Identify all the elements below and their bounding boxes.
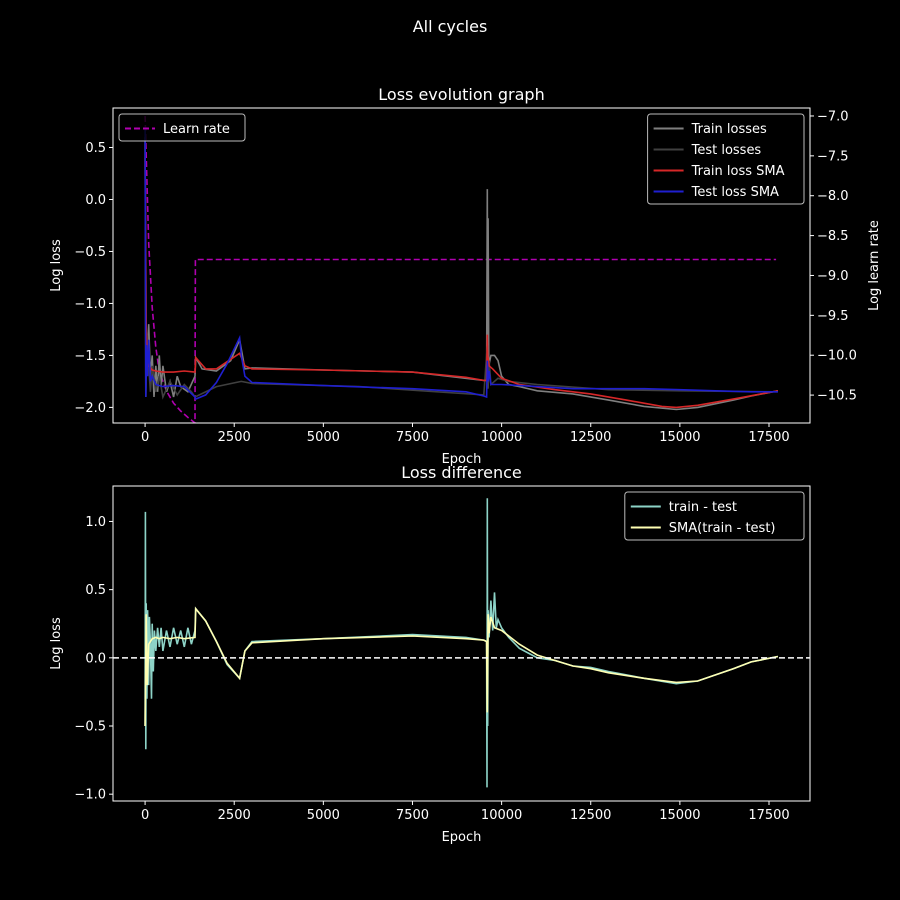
axes-frame <box>112 485 811 802</box>
x-axis-label: Epoch <box>442 452 482 467</box>
series-line-learn-rate <box>144 115 777 423</box>
legend-label: Train loss SMA <box>691 164 785 179</box>
legend-upper-right: train - test SMA(train - test) <box>624 491 805 541</box>
x-axis-label: Epoch <box>442 830 482 845</box>
chart-title: Loss difference <box>401 463 522 482</box>
legend-upper-left: Learn rate <box>118 113 246 142</box>
y-tick-label: −1.0 <box>74 297 106 312</box>
legend-label: SMA(train - test) <box>669 521 776 536</box>
legend-label: Test losses <box>691 143 762 158</box>
y-tick-label: 1.0 <box>85 515 106 530</box>
x-tick-label: 17500 <box>748 430 789 445</box>
y-tick-label: −1.5 <box>74 349 106 364</box>
legend-box <box>118 113 246 142</box>
chart-title: Loss evolution graph <box>378 85 544 104</box>
y-right-tick-label: −8.5 <box>817 229 849 244</box>
y-axis-label: Log loss <box>49 239 64 292</box>
y-tick-label: 0.5 <box>85 141 106 156</box>
x-tick-label: 5000 <box>307 808 340 823</box>
series-group <box>144 498 779 788</box>
x-tick-label: 5000 <box>307 430 340 445</box>
legend-upper-right: Train losses Test losses Train loss SMA Tes… <box>647 113 805 205</box>
x-tick-label: 12500 <box>570 808 611 823</box>
y-tick-label: −0.5 <box>74 720 106 735</box>
series-line-sma-train-test <box>144 606 779 727</box>
y-right-tick-label: −7.0 <box>817 109 849 124</box>
y-axis-label: Log loss <box>49 617 64 670</box>
figure-title: All cycles <box>413 17 488 36</box>
y-tick-label: −0.5 <box>74 245 106 260</box>
x-tick-label: 0 <box>141 430 149 445</box>
legend-label: Test loss SMA <box>691 185 779 200</box>
y-right-tick-label: −10.0 <box>817 349 857 364</box>
x-tick-label: 2500 <box>218 430 251 445</box>
x-tick-label: 17500 <box>748 808 789 823</box>
x-tick-label: 15000 <box>659 430 700 445</box>
x-tick-label: 10000 <box>481 430 522 445</box>
x-tick-label: 15000 <box>659 808 700 823</box>
loss-difference-chart: Loss difference 0 2500 5000 7500 10000 12500 15… <box>49 463 811 845</box>
series-line-train-loss-sma <box>144 157 779 409</box>
y-tick-label: 0.5 <box>85 583 106 598</box>
series-group <box>144 115 779 423</box>
legend-label: train - test <box>669 500 737 515</box>
y-right-tick-label: −7.5 <box>817 149 849 164</box>
y-tick-label: 0.0 <box>85 651 106 666</box>
series-line-test-losses <box>144 137 778 400</box>
x-tick-label: 12500 <box>570 430 611 445</box>
series-line-train-losses <box>144 137 779 411</box>
y-tick-label: −2.0 <box>74 401 106 416</box>
y-right-tick-label: −9.0 <box>817 269 849 284</box>
x-tick-label: 0 <box>141 808 149 823</box>
x-tick-label: 7500 <box>396 430 429 445</box>
series-line-test-loss-sma <box>144 126 778 401</box>
y-tick-label: 0.0 <box>85 193 106 208</box>
legend-box <box>624 491 805 541</box>
y-right-axis-label: Log learn rate <box>867 220 882 311</box>
legend-label: Train losses <box>691 122 767 137</box>
y-tick-label: −1.0 <box>74 788 106 803</box>
y-right-tick-label: −10.5 <box>817 389 857 404</box>
y-right-tick-label: −8.0 <box>817 189 849 204</box>
x-tick-label: 10000 <box>481 808 522 823</box>
loss-evolution-chart: Loss evolution graph 0 2500 5000 7500 10000 12… <box>49 85 882 467</box>
y-right-tick-label: −9.5 <box>817 309 849 324</box>
axes-frame <box>112 107 811 424</box>
legend-label: Learn rate <box>163 122 230 137</box>
x-tick-label: 7500 <box>396 808 429 823</box>
x-tick-label: 2500 <box>218 808 251 823</box>
legend-box <box>647 113 805 205</box>
